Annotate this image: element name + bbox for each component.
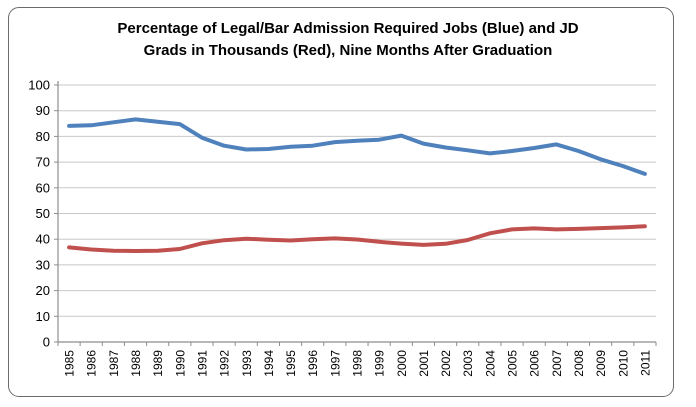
x-tick-label: 1991 bbox=[195, 350, 209, 377]
y-tick-label: 30 bbox=[36, 257, 50, 272]
x-tick-label: 1995 bbox=[284, 350, 298, 377]
x-tick-label: 1993 bbox=[240, 350, 254, 377]
y-tick-label: 10 bbox=[36, 309, 50, 324]
x-tick-label: 1997 bbox=[328, 350, 342, 377]
y-tick-label: 90 bbox=[36, 103, 50, 118]
x-tick-label: 2006 bbox=[528, 350, 542, 377]
x-tick-label: 2002 bbox=[439, 350, 453, 377]
y-tick-label: 100 bbox=[28, 78, 50, 93]
chart-border-frame bbox=[8, 7, 674, 397]
x-tick-label: 2005 bbox=[506, 350, 520, 377]
x-tick-label: 2001 bbox=[417, 350, 431, 377]
series-line-red-jd-grads bbox=[67, 224, 647, 253]
x-tick-label: 1985 bbox=[63, 350, 77, 377]
x-tick-label: 1990 bbox=[173, 350, 187, 377]
x-tick-label: 2007 bbox=[550, 350, 564, 377]
x-tick-label: 2009 bbox=[594, 350, 608, 377]
x-tick-label: 1986 bbox=[85, 350, 99, 377]
y-tick-label: 70 bbox=[36, 155, 50, 170]
series-line-blue-jobs-percentage bbox=[67, 117, 647, 176]
x-tick-label: 1987 bbox=[107, 350, 121, 377]
y-tick-label: 20 bbox=[36, 283, 50, 298]
y-tick-label: 0 bbox=[43, 335, 50, 350]
x-tick-label: 2010 bbox=[616, 350, 630, 377]
y-tick-label: 80 bbox=[36, 129, 50, 144]
x-tick-label: 1994 bbox=[262, 350, 276, 377]
y-tick-label: 50 bbox=[36, 206, 50, 221]
x-tick-label: 2003 bbox=[461, 350, 475, 377]
y-tick-label: 60 bbox=[36, 180, 50, 195]
x-tick-label: 2000 bbox=[395, 350, 409, 377]
x-tick-label: 1988 bbox=[129, 350, 143, 377]
x-tick-label: 1992 bbox=[218, 350, 232, 377]
x-tick-label: 2004 bbox=[483, 350, 497, 377]
chart-title-line-2: Grads in Thousands (Red), Nine Months Af… bbox=[143, 42, 553, 59]
x-tick-label: 2011 bbox=[638, 350, 652, 376]
x-tick-label: 1989 bbox=[151, 350, 165, 377]
y-tick-label: 40 bbox=[36, 232, 50, 247]
chart-title-line-1: Percentage of Legal/Bar Admission Requir… bbox=[117, 20, 579, 37]
x-tick-label: 1996 bbox=[306, 350, 320, 377]
x-tick-label: 1999 bbox=[373, 350, 387, 377]
x-tick-label: 1998 bbox=[351, 350, 365, 377]
x-tick-label: 2008 bbox=[572, 350, 586, 377]
chart-title: Percentage of Legal/Bar Admission Requir… bbox=[58, 18, 638, 62]
